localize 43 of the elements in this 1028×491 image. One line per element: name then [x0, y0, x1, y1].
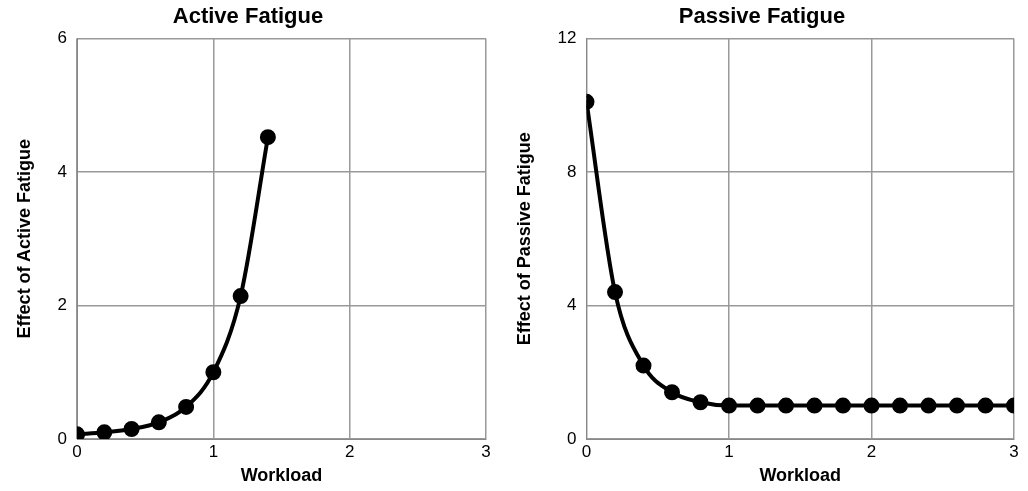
point: [892, 397, 908, 414]
point: [863, 397, 880, 414]
point: [806, 397, 823, 414]
chart-title: Active Fatigue: [172, 3, 324, 29]
y-axis-title: Effect of Passive Fatigue: [513, 132, 534, 346]
chart-title: Passive Fatigue: [678, 3, 846, 29]
x-axis-title: Workload: [759, 465, 842, 486]
point: [664, 384, 681, 401]
point: [977, 397, 994, 414]
x-tick-label: 1: [724, 441, 734, 461]
y-tick-label: 4: [567, 295, 577, 315]
x-tick-label: 3: [1009, 441, 1019, 461]
point: [96, 424, 113, 439]
y-tick-label: 12: [557, 28, 577, 48]
point: [123, 420, 140, 437]
y-tick-label: 2: [57, 295, 68, 315]
y-tick-label: 0: [57, 428, 68, 448]
point: [607, 284, 624, 301]
x-tick-label: 2: [866, 441, 877, 461]
point: [692, 394, 709, 411]
point: [749, 397, 766, 414]
point: [635, 357, 652, 374]
point: [920, 397, 937, 414]
point: [232, 288, 249, 305]
point: [835, 397, 851, 414]
point: [178, 398, 195, 415]
x-tick-label: 0: [72, 441, 82, 461]
x-tick-label: 3: [481, 441, 491, 461]
y-tick-label: 4: [57, 161, 68, 181]
point: [259, 129, 276, 146]
point: [778, 397, 795, 414]
point: [949, 397, 965, 414]
y-axis-title: Effect of Active Fatigue: [13, 139, 34, 339]
x-axis-title: Workload: [240, 465, 323, 486]
point: [721, 397, 738, 414]
point: [205, 364, 222, 381]
y-tick-label: 6: [57, 28, 68, 48]
y-tick-label: 8: [567, 161, 577, 181]
y-tick-label: 0: [567, 428, 577, 448]
point: [150, 414, 167, 431]
x-tick-label: 0: [581, 441, 592, 461]
x-tick-label: 2: [344, 441, 355, 461]
x-tick-label: 1: [208, 441, 219, 461]
